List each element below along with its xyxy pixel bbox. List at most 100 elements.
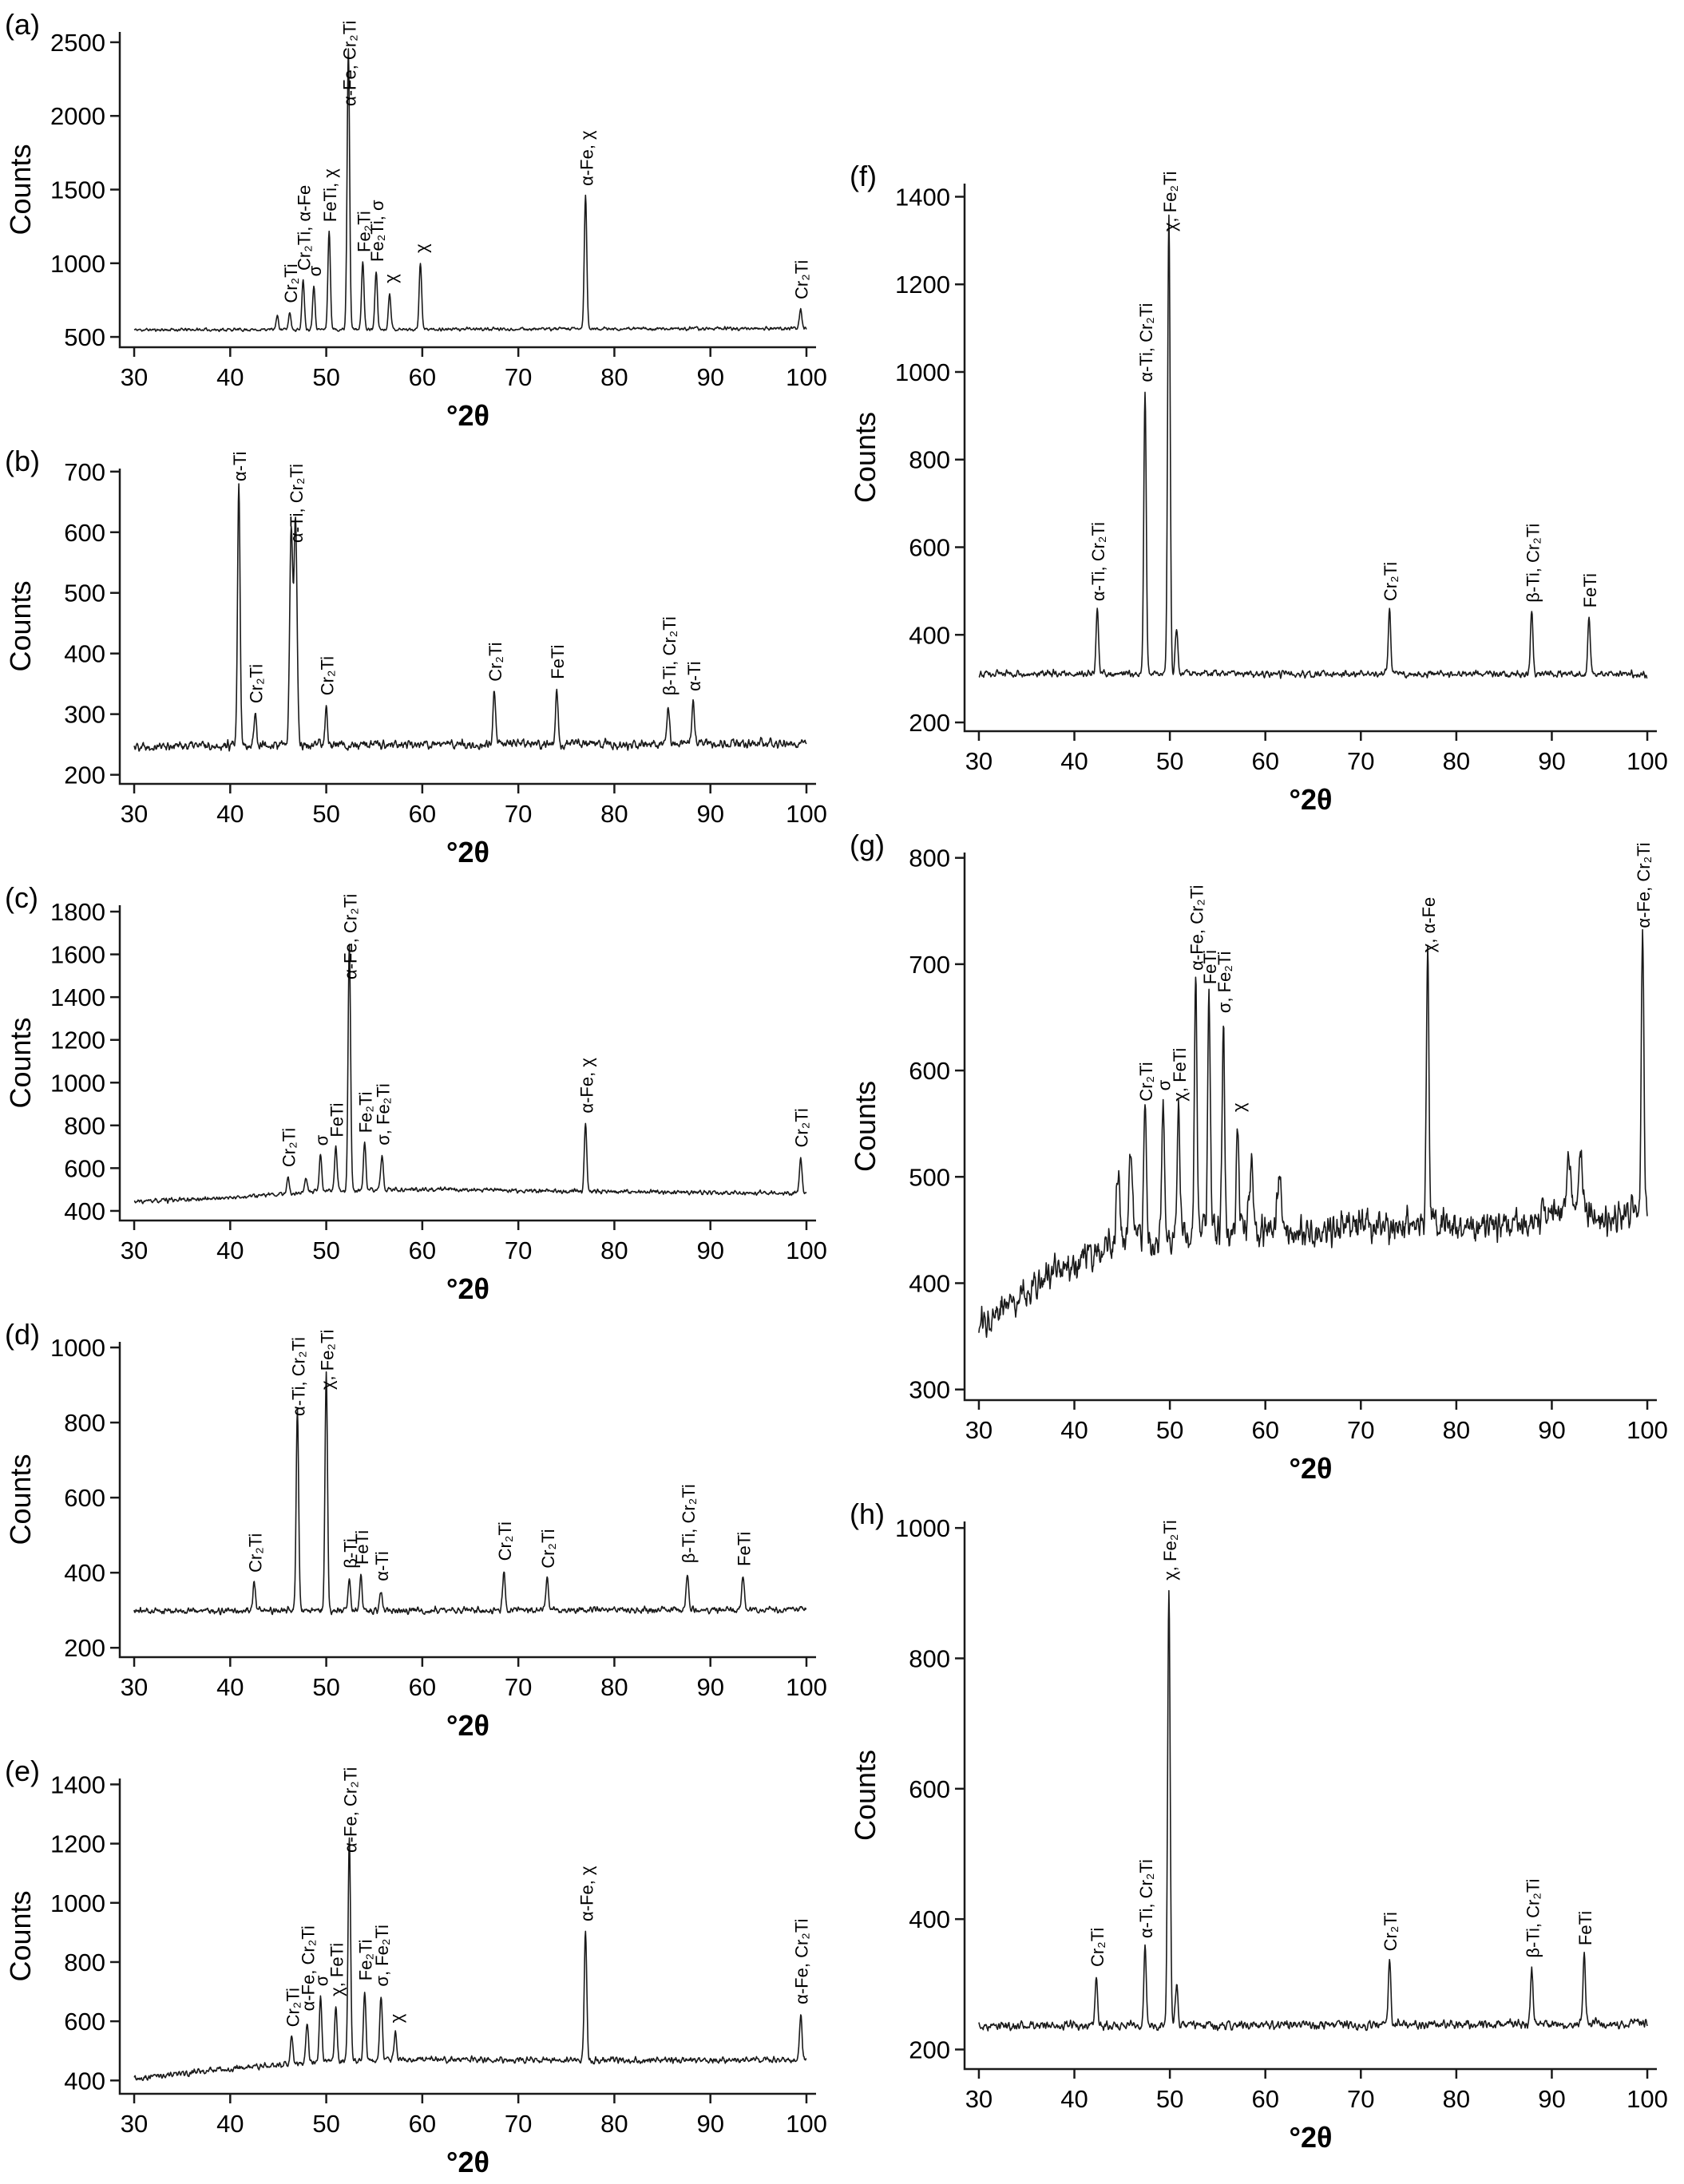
x-tick-label: 70 — [1347, 2085, 1374, 2113]
x-tick-label: 70 — [505, 1673, 532, 1701]
peak-label: χ, FeTi — [327, 1943, 347, 1996]
y-axis-label: Counts — [4, 144, 37, 235]
peak-label: Fe₂Ti — [356, 1939, 376, 1980]
xrd-trace — [133, 944, 807, 1205]
y-tick-label: 200 — [64, 762, 105, 789]
y-tick-label: 400 — [909, 1905, 950, 1933]
tick-labels: 30 40 50 60 70 80 90 100 500 1000 1500 2000 2500 — [50, 29, 827, 391]
tick-labels: 30 40 50 60 70 80 90 100 200 400 600 800 1000 — [895, 1514, 1668, 2113]
y-tick-label: 600 — [64, 2008, 105, 2036]
x-tick-label: 90 — [696, 1236, 723, 1264]
y-tick-label: 400 — [64, 1559, 105, 1587]
peak-label: α-Ti, Cr₂Ti — [1136, 1859, 1156, 1938]
xrd-chart-g: 30 40 50 60 70 80 90 100 300 400 500 600 700 800 °2θ Co… — [849, 842, 1668, 1485]
x-tick-label: 60 — [1251, 1416, 1278, 1444]
x-tick-label: 70 — [1347, 1416, 1374, 1444]
peak-label: χ, Fe₂Ti — [1160, 1520, 1180, 1581]
y-tick-label: 800 — [64, 1949, 105, 1976]
x-tick-label: 40 — [216, 1673, 244, 1701]
y-axis-label: Counts — [4, 1017, 37, 1108]
panel-letter-a: (a) — [5, 8, 40, 41]
x-tick-label: 50 — [312, 1673, 339, 1701]
panel-letter-b: (b) — [5, 445, 40, 477]
y-axis-label: Counts — [849, 1081, 882, 1172]
x-tick-label: 50 — [312, 1236, 339, 1264]
x-tick-label: 60 — [409, 1236, 436, 1264]
x-tick-label: 40 — [216, 800, 244, 828]
peak-label: α-Fe, χ — [577, 130, 596, 186]
peak-label: χ — [1229, 1102, 1249, 1112]
peak-label: Cr₂Ti — [1136, 1062, 1156, 1101]
y-tick-label: 1000 — [895, 358, 950, 386]
axis-lines — [963, 184, 1657, 733]
axes — [110, 905, 816, 1230]
y-tick-label: 1200 — [895, 271, 950, 299]
peak-label: α-Fe, Cr₂Ti — [792, 1919, 812, 2004]
peak-label: Cr₂Ti — [247, 664, 267, 703]
peak-label: Cr₂Ti, α-Fe — [295, 185, 315, 271]
y-tick-label: 200 — [909, 2036, 950, 2064]
y-tick-label: 200 — [909, 709, 950, 737]
y-tick-label: 1000 — [895, 1514, 950, 1542]
left-column: (a) 30 40 50 60 70 80 90 100 500 1000 1500 2000 2500… — [0, 0, 842, 2183]
axis-lines — [118, 1342, 816, 1659]
peak-label: χ, Fe₂Ti — [318, 1330, 338, 1391]
axes — [955, 1521, 1657, 2079]
peak-label: FeTi — [548, 645, 568, 679]
peak-label: χ, Fe₂Ti — [1160, 172, 1180, 232]
x-tick-label: 80 — [600, 800, 628, 828]
peak-label: χ — [411, 243, 431, 253]
y-tick-label: 1200 — [50, 1830, 105, 1858]
y-tick-label: 400 — [909, 1269, 950, 1297]
x-tick-label: 40 — [216, 1236, 244, 1264]
peak-label: σ — [311, 1134, 331, 1145]
y-axis-label: Counts — [849, 412, 882, 503]
xrd-panel-a: (a) 30 40 50 60 70 80 90 100 500 1000 1500 2000 2500… — [0, 0, 842, 437]
y-tick-label: 500 — [64, 323, 105, 351]
peak-label: FeTi, χ — [320, 168, 340, 222]
peak-label: α-Ti — [684, 661, 704, 691]
x-tick-label: 70 — [505, 800, 532, 828]
peak-label: Cr₂Ti — [1381, 562, 1401, 601]
peak-label: χ — [381, 274, 401, 283]
peak-label: α-Ti — [372, 1551, 392, 1581]
y-tick-label: 600 — [909, 1775, 950, 1803]
xrd-panel-g: (g) 30 40 50 60 70 80 90 100 300 400 500 600 700 800 °… — [845, 821, 1682, 1490]
xrd-trace — [133, 1371, 807, 1616]
x-tick-label: 30 — [965, 1416, 993, 1444]
peak-label: α-Fe, Cr₂Ti — [339, 21, 359, 106]
peak-label: χ, α-Fe — [1419, 897, 1439, 953]
peak-label: α-Fe, Cr₂Ti — [340, 1767, 360, 1853]
y-tick-label: 400 — [64, 640, 105, 668]
tick-labels: 30 40 50 60 70 80 90 100 300 400 500 600 700 800 — [909, 845, 1668, 1444]
peak-label: α-Fe, Cr₂Ti — [340, 894, 360, 979]
y-tick-label: 400 — [64, 1197, 105, 1225]
panel-letter-g: (g) — [850, 829, 885, 861]
peak-label: FeTi — [327, 1102, 347, 1137]
tick-labels: 30 40 50 60 70 80 90 100 200 300 400 500 600 700 — [64, 458, 827, 828]
x-axis-label: °2θ — [446, 836, 489, 868]
xrd-chart-b: 30 40 50 60 70 80 90 100 200 300 400 500 600 700 °2θ Co… — [4, 451, 827, 868]
peak-label: Cr₂Ti — [495, 1521, 515, 1561]
x-tick-label: 80 — [600, 1673, 628, 1701]
y-tick-label: 400 — [64, 2067, 105, 2095]
y-tick-label: 1400 — [895, 183, 950, 211]
panel-letter-d: (d) — [5, 1318, 40, 1351]
y-tick-label: 200 — [64, 1634, 105, 1662]
y-axis-label: Counts — [4, 580, 37, 671]
y-tick-label: 500 — [64, 580, 105, 607]
tick-labels: 30 40 50 60 70 80 90 100 200 400 600 800 1000 1200 140… — [895, 183, 1668, 775]
x-tick-label: 30 — [965, 747, 993, 775]
peak-labels: Cr₂Ti α-Ti, Cr₂Ti χ, Fe₂Ti Cr₂Ti β-Ti, Cr₂Ti… — [1088, 1520, 1595, 1967]
x-axis-label: °2θ — [1290, 1452, 1333, 1485]
axis-lines — [963, 1521, 1657, 2071]
right-column: (f) 30 40 50 60 70 80 90 100 200 400 600 800 1000 120… — [845, 152, 1682, 2158]
xrd-trace — [978, 1589, 1648, 2032]
x-tick-label: 40 — [1060, 1416, 1088, 1444]
axis-lines — [118, 1778, 816, 2095]
xrd-panel-h: (h) 30 40 50 60 70 80 90 100 200 400 600 800 1000 °2θ… — [845, 1490, 1682, 2158]
x-tick-label: 100 — [786, 800, 827, 828]
x-tick-label: 70 — [505, 1236, 532, 1264]
y-tick-label: 700 — [909, 951, 950, 979]
